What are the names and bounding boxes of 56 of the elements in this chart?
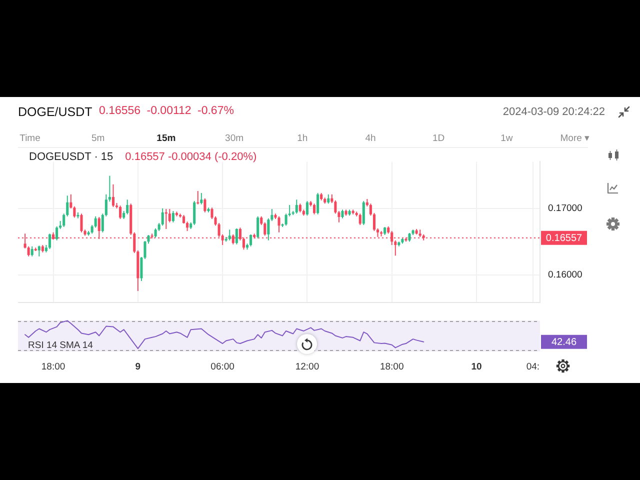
candlestick [327,194,330,204]
candlestick [126,199,129,215]
candlestick [119,205,122,220]
candlestick [295,199,298,214]
ref-line-label: 0.16557 [546,233,583,244]
text: 1h [297,133,308,144]
candlestick [306,200,308,216]
text: More ▾ [560,133,590,144]
candlestick [204,198,206,213]
chart-subtitle: 0.16557 -0.00034 (-0.20%) [125,151,257,163]
text: 1w [500,133,513,144]
text: Time [20,133,40,144]
y-tick-label: 0.16000 [548,270,582,281]
x-tick-label: 18:00 [380,361,404,372]
candlestick [56,226,58,241]
y-tick-label: 0.17000 [548,202,582,214]
text: 30m [225,133,244,144]
candlestick [80,213,83,233]
candlestick [256,216,260,239]
candlestick [250,234,252,247]
x-tick-label: 10 [471,361,482,372]
text: 42.46 [551,337,577,348]
candlestick [48,233,52,250]
candlestick [228,229,231,241]
candlestick [196,190,200,205]
candlestick [200,192,203,205]
candlestick [30,246,34,257]
candlestick [27,246,30,257]
candlestick [235,228,238,245]
candlestick [112,184,114,208]
candlestick [161,208,164,226]
x-tick-label: 04: [526,361,540,372]
text: 5m [91,133,105,144]
text: 4h [365,133,376,144]
x-tick-label: 9 [135,361,141,372]
candlestick [168,208,171,223]
candlestick [193,200,196,226]
candlestick [172,210,174,223]
text: 2024-03-09 20:24:22 [502,106,605,118]
candlestick [362,200,365,226]
text: DOGE/USDT [18,105,92,119]
text: RSI 14 SMA 14 [28,340,93,351]
text: 15m [156,133,176,144]
text: 1D [432,133,445,144]
candlestick [94,216,97,228]
candlestick [278,216,280,233]
chart-title: DOGEUSDT · 15 [29,151,114,163]
candlestick [38,245,40,257]
candlestick [267,218,270,241]
x-tick-label: 06:00 [210,361,234,372]
x-tick-label: 18:00 [41,361,66,372]
candlestick [316,192,320,215]
candlestick [358,213,362,226]
candlestick [313,203,316,215]
text: 0.16556 -0.00112 -0.67% [99,105,234,117]
x-tick-label: 12:00 [295,361,320,372]
